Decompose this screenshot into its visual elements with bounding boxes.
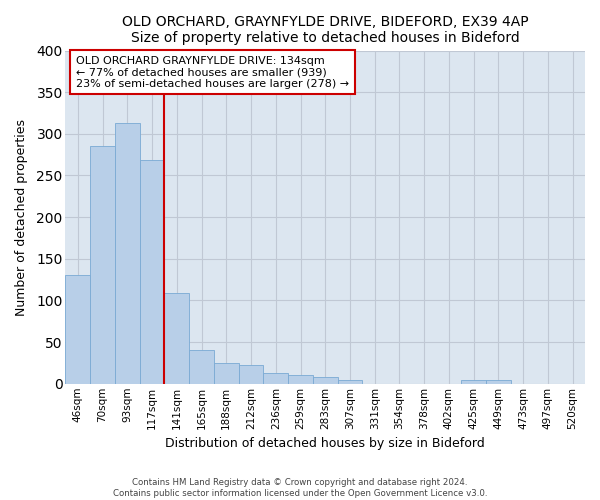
Bar — [486, 380, 511, 384]
Bar — [263, 373, 288, 384]
Bar — [461, 380, 486, 384]
Bar — [164, 293, 189, 384]
Text: Contains HM Land Registry data © Crown copyright and database right 2024.
Contai: Contains HM Land Registry data © Crown c… — [113, 478, 487, 498]
Bar — [140, 160, 164, 384]
Text: OLD ORCHARD GRAYNFYLDE DRIVE: 134sqm
← 77% of detached houses are smaller (939)
: OLD ORCHARD GRAYNFYLDE DRIVE: 134sqm ← 7… — [76, 56, 349, 88]
Bar — [313, 377, 338, 384]
Bar — [115, 123, 140, 384]
Bar — [239, 366, 263, 384]
Title: OLD ORCHARD, GRAYNFYLDE DRIVE, BIDEFORD, EX39 4AP
Size of property relative to d: OLD ORCHARD, GRAYNFYLDE DRIVE, BIDEFORD,… — [122, 15, 529, 45]
Y-axis label: Number of detached properties: Number of detached properties — [15, 118, 28, 316]
Bar — [90, 146, 115, 384]
Bar — [288, 376, 313, 384]
X-axis label: Distribution of detached houses by size in Bideford: Distribution of detached houses by size … — [166, 437, 485, 450]
Bar — [338, 380, 362, 384]
Bar — [65, 276, 90, 384]
Bar — [214, 363, 239, 384]
Bar — [189, 350, 214, 384]
